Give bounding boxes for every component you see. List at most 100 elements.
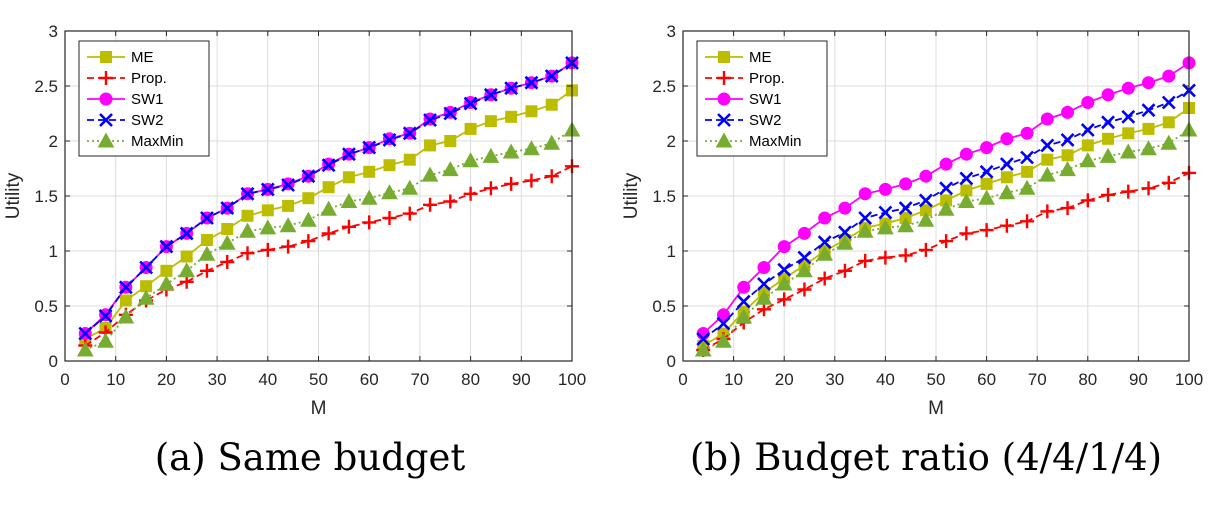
data-point [221, 223, 234, 235]
data-point [179, 226, 194, 241]
data-point [837, 263, 852, 278]
data-point [1141, 181, 1156, 196]
x-tick-label: 0 [678, 370, 687, 389]
series-sw2 [78, 55, 579, 341]
data-point [958, 192, 975, 208]
data-point [421, 166, 439, 182]
data-point [137, 289, 155, 305]
legend-label: ME [749, 49, 772, 66]
data-point [240, 186, 255, 201]
x-tick-label: 10 [106, 370, 125, 389]
data-point [423, 113, 437, 128]
y-tick-label: 2.5 [34, 77, 58, 96]
x-tick-label: 50 [309, 370, 328, 389]
y-tick-label: 1 [49, 242, 58, 261]
data-point [716, 316, 731, 331]
legend-item: SW1 [705, 91, 782, 108]
data-point [484, 115, 497, 128]
y-tick-label: 1.5 [34, 187, 58, 206]
data-point [279, 217, 297, 233]
x-tick-label: 80 [461, 370, 480, 389]
data-point [959, 226, 974, 241]
legend-marker [99, 92, 113, 106]
legend: ME Prop. SW1 SW2 MaxMin [78, 40, 210, 157]
data-point [775, 275, 793, 291]
data-point [918, 242, 933, 257]
data-point [877, 219, 894, 235]
data-point [715, 332, 732, 348]
data-point [159, 239, 174, 254]
data-point [1021, 165, 1034, 178]
x-tick-label: 100 [1175, 370, 1203, 389]
y-tick-label: 2.5 [652, 77, 676, 96]
data-point [1018, 179, 1036, 195]
legend-label: Prop. [131, 70, 167, 87]
data-point [897, 217, 914, 233]
data-point [504, 81, 519, 96]
legend: ME Prop. SW1 SW2 MaxMin [696, 40, 828, 157]
data-point [939, 234, 954, 249]
data-point [878, 250, 893, 265]
data-point [1079, 152, 1097, 168]
data-point [1061, 105, 1075, 119]
legend-item: MaxMin [87, 132, 184, 150]
y-tick-label: 0.5 [34, 297, 58, 316]
x-tick-label: 30 [825, 370, 844, 389]
data-point [998, 184, 1016, 200]
data-point [979, 164, 994, 179]
legend-label: ME [131, 49, 154, 66]
legend-marker [100, 51, 112, 63]
data-point [320, 200, 337, 216]
data-point [878, 182, 892, 196]
data-point [1142, 76, 1156, 90]
data-point [1020, 150, 1034, 165]
legend-label: SW2 [131, 112, 164, 129]
legend-label: MaxMin [749, 133, 802, 150]
data-point [919, 169, 933, 183]
data-point [918, 193, 933, 208]
data-point [505, 110, 518, 123]
data-point [200, 234, 213, 246]
data-point [856, 222, 874, 238]
data-point [1041, 153, 1054, 166]
data-point [524, 75, 539, 90]
data-point [98, 308, 113, 323]
data-point [1121, 81, 1135, 95]
data-point [797, 282, 812, 297]
data-point [259, 219, 277, 235]
data-point [199, 263, 214, 278]
data-point [979, 223, 994, 238]
data-point [1040, 138, 1055, 153]
x-axis-label: M [928, 398, 944, 419]
x-tick-label: 40 [258, 370, 277, 389]
data-point [1162, 69, 1176, 83]
data-point [381, 184, 398, 200]
legend-item: SW2 [87, 112, 164, 129]
data-point [980, 141, 994, 155]
data-point [76, 341, 94, 357]
data-point [281, 239, 296, 254]
legend-label: SW1 [749, 91, 782, 108]
data-point [544, 69, 559, 84]
data-point [117, 308, 135, 324]
data-point [382, 211, 397, 225]
data-point [818, 211, 832, 225]
data-point [716, 308, 730, 322]
chart-caption: (b) Budget ratio (4/4/1/4) [690, 436, 1162, 479]
data-point [482, 147, 500, 163]
x-tick-label: 80 [1078, 370, 1097, 389]
data-point [220, 201, 235, 216]
data-point [1060, 132, 1075, 147]
data-point [1161, 95, 1176, 110]
data-point [402, 206, 417, 221]
data-point [342, 171, 355, 184]
data-point [1020, 214, 1035, 229]
data-point [1000, 132, 1014, 146]
data-point [118, 280, 133, 295]
data-point [260, 242, 275, 257]
data-point [797, 250, 812, 265]
legend-marker [717, 71, 731, 85]
legend-item: MaxMin [705, 132, 802, 150]
data-point [441, 161, 459, 177]
legend-label: SW2 [749, 112, 782, 129]
